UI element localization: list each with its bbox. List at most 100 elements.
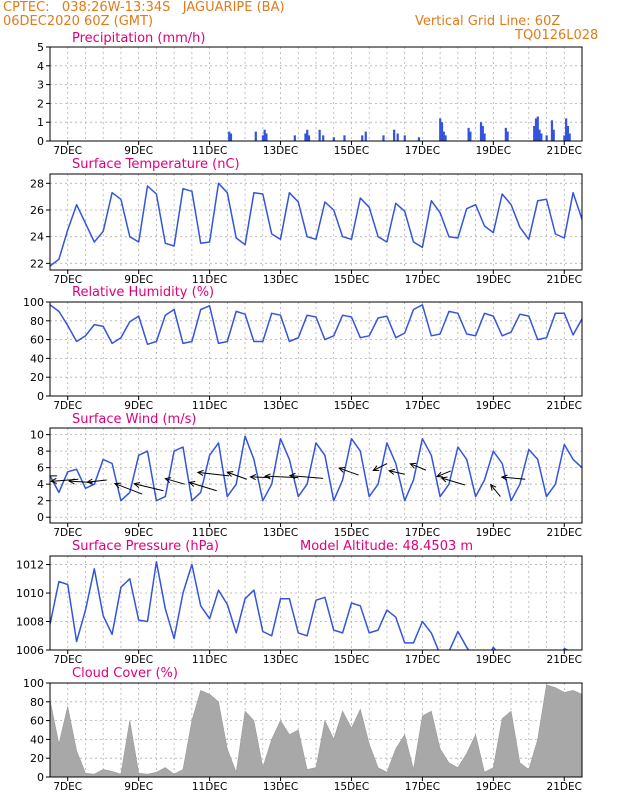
wind-vector-head [86,478,94,485]
panel-title: Surface Wind (m/s) [72,412,196,427]
x-tick-label: 11DEC [192,145,227,157]
wind-vector [373,463,388,471]
y-tick-label: 6 [37,462,44,475]
x-tick-label: 13DEC [263,654,298,666]
series-line [50,182,582,267]
panel-3 [46,427,583,527]
wind-vector [189,481,217,492]
y-tick-label: 24 [30,231,44,244]
y-tick-label: 3 [37,79,44,92]
wind-vector-head [409,462,417,469]
x-tick-label: 9DEC [124,781,153,793]
y-tick-label: 26 [30,204,44,217]
wind-vector-head [500,474,508,481]
precip-bar [293,135,296,141]
panel-title: Surface Temperature (nC) [72,157,240,172]
y-tick-label: 8 [37,445,44,458]
wind-vector-head [387,468,396,475]
x-tick-label: 9DEC [124,527,153,539]
x-tick-label: 15DEC [334,781,369,793]
x-tick-label: 17DEC [405,527,440,539]
wind-vector-head [263,473,271,480]
wind-vector-head [489,483,497,491]
precip-bar [533,125,536,141]
wind-vector [114,483,143,495]
panel-frame [49,173,583,271]
precip-bar [534,118,538,141]
wind-vector-head [440,476,448,483]
precip-bar [479,122,483,141]
wind-vector-head [436,471,444,478]
x-tick-label: 15DEC [334,654,369,666]
header-grid-note: Vertical Grid Line: 60Z [415,14,561,29]
wind-vector-head [188,481,196,487]
precip-bar [538,129,541,141]
x-tick-label: 17DEC [405,654,440,666]
x-tick-label: 15DEC [334,400,369,412]
precip-bar [263,129,266,141]
y-tick-label: 1006 [16,644,44,657]
precip-bar [343,135,346,141]
precip-bar [304,133,307,141]
x-tick-label: 21DEC [547,781,582,793]
panel-frame [49,46,583,142]
x-tick-label: 21DEC [547,274,582,286]
precip-bar [540,133,543,141]
wind-vector-head [196,469,204,477]
x-tick-label: 21DEC [547,654,582,666]
panel-title: Precipitation (mm/h) [72,31,205,46]
precip-bar [467,127,470,141]
x-tick-label: 13DEC [263,274,298,286]
panel-5 [46,682,583,781]
x-tick-label: 11DEC [192,654,227,666]
x-tick-label: 7DEC [53,527,82,539]
wind-vector [501,476,526,480]
precip-bar [265,133,268,141]
y-tick-label: 4 [37,478,44,491]
x-tick-label: 7DEC [53,654,82,666]
precip-bar [442,131,445,141]
cloud-area [50,684,582,777]
precip-bar [568,133,571,141]
precip-bar [318,129,321,141]
wind-vector-head [133,482,141,488]
precip-bar [261,135,264,141]
panel-title: Cloud Cover (%) [72,666,178,681]
wind-vector-head [226,471,234,477]
y-tick-label: 2 [37,97,44,110]
series-group [50,684,582,777]
wind-vector [197,471,230,477]
x-tick-label: 7DEC [53,781,82,793]
x-tick-label: 19DEC [476,527,511,539]
x-tick-label: 7DEC [53,400,82,412]
y-tick-label: 80 [30,315,44,328]
wind-vector [388,470,405,475]
precip-bar [481,125,484,141]
series-line [50,304,582,346]
y-tick-label: 0 [37,390,44,403]
y-tick-label: 20 [30,371,44,384]
y-tick-label: 1012 [16,559,44,572]
y-tick-label: 20 [30,752,44,765]
wind-vector-head [113,482,121,489]
precip-bar [483,133,486,141]
x-tick-label: 9DEC [124,654,153,666]
wind-vector-head [50,477,57,484]
y-tick-label: 2 [37,495,44,508]
wind-vector [441,477,466,486]
x-tick-label: 7DEC [53,274,82,286]
y-tick-label: 5 [37,41,44,54]
precip-bar [545,135,548,141]
x-tick-label: 21DEC [547,527,582,539]
y-tick-label: 28 [30,177,44,190]
panel-annotation: Model Altitude: 48.4503 m [300,539,473,554]
wind-vector [227,471,248,480]
y-tick-label: 100 [23,296,44,309]
precip-bar [306,129,309,141]
precip-bar [396,133,399,141]
y-tick-label: 22 [30,257,44,270]
precip-bar [361,135,364,141]
y-tick-label: 60 [30,334,44,347]
x-tick-label: 15DEC [334,274,369,286]
